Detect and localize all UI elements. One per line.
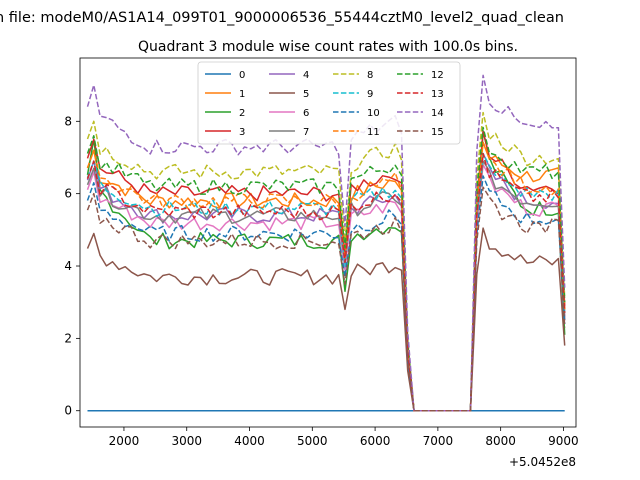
series-line-12 [86, 126, 566, 412]
legend-label-8: 8 [367, 70, 373, 81]
x-tick-label: 6000 [360, 434, 391, 448]
series-line-7 [86, 160, 566, 412]
legend-label-3: 3 [239, 127, 245, 138]
legend-label-5: 5 [303, 89, 309, 100]
x-tick-label: 3000 [171, 434, 202, 448]
legend-label-14: 14 [431, 108, 444, 119]
y-tick-label: 4 [64, 259, 72, 273]
x-tick-label: 9000 [548, 434, 579, 448]
series-line-6 [86, 164, 566, 412]
y-tick-label: 0 [64, 404, 72, 418]
legend-label-13: 13 [431, 89, 444, 100]
x-axis-offset-label: +5.0452e8 [509, 455, 576, 469]
x-axis: 2000 3000 4000 5000 6000 7000 8000 9000 [109, 427, 579, 448]
legend-label-9: 9 [367, 89, 373, 100]
series-line-10 [86, 175, 566, 412]
legend-label-10: 10 [367, 108, 380, 119]
y-tick-label: 2 [64, 331, 72, 345]
x-tick-label: 7000 [423, 434, 454, 448]
series-line-5 [86, 227, 566, 412]
plot-area-frame [79, 57, 577, 428]
x-tick-label: 5000 [297, 434, 328, 448]
legend-label-7: 7 [303, 127, 309, 138]
series-line-15 [86, 186, 566, 412]
chart-title: Quadrant 3 module wise count rates with … [138, 39, 518, 55]
series-line-8 [86, 111, 566, 412]
legend-label-2: 2 [239, 108, 245, 119]
x-tick-label: 2000 [109, 434, 140, 448]
series-line-3 [86, 130, 566, 412]
y-tick-label: 8 [64, 114, 72, 128]
series-line-11 [86, 141, 566, 412]
legend-label-6: 6 [303, 108, 309, 119]
y-axis: 0 2 4 6 8 [64, 114, 80, 418]
legend-label-15: 15 [431, 127, 444, 138]
y-tick-label: 6 [64, 187, 72, 201]
series-line-4 [86, 152, 566, 412]
legend-box [197, 61, 461, 145]
figure-suptitle: h file: modeM0/AS1A14_099T01_9000006536_… [0, 10, 564, 26]
legend-label-12: 12 [431, 70, 444, 81]
legend-label-11: 11 [367, 127, 380, 138]
legend-label-0: 0 [239, 70, 245, 81]
x-tick-label: 4000 [234, 434, 265, 448]
legend-label-1: 1 [239, 89, 245, 100]
series-line-13 [86, 152, 566, 412]
series-line-9 [86, 152, 566, 412]
legend-label-4: 4 [303, 70, 309, 81]
x-tick-label: 8000 [485, 434, 516, 448]
